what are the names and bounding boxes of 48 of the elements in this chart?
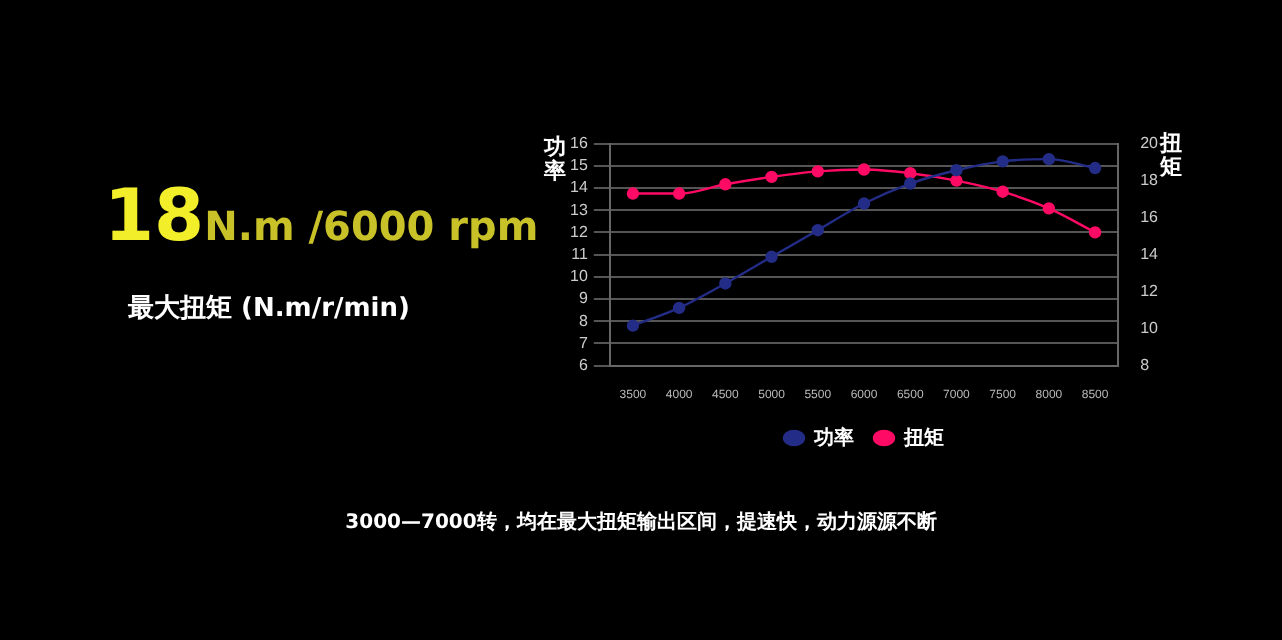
- y-tick-label: 12: [569, 222, 589, 241]
- point: [1088, 226, 1102, 239]
- point: [1042, 152, 1056, 166]
- y-tick-label: 10: [569, 267, 589, 286]
- y-tick-label: 14: [569, 178, 589, 197]
- y2-tick-label: 16: [1140, 208, 1160, 227]
- point: [1042, 202, 1056, 215]
- point: [904, 167, 917, 180]
- y-tick-label: 11: [571, 245, 589, 264]
- text: N.m /6000 rpm: [204, 202, 539, 250]
- point: [996, 155, 1009, 168]
- text: 3000—7000转，均在最大扭矩输出区间，提速快，动力源源不断: [343, 509, 939, 536]
- y2-tick-label: 14: [1140, 245, 1160, 264]
- point: [765, 250, 778, 264]
- point: [904, 177, 917, 190]
- point: [626, 187, 640, 200]
- y-tick-label: 6: [578, 356, 589, 375]
- y-tick-label: 15: [569, 156, 589, 175]
- point: [1088, 161, 1102, 175]
- point: [672, 301, 686, 315]
- y2-tick-label: 18: [1140, 171, 1160, 190]
- legend-label: 扭矩: [902, 425, 944, 450]
- y2-tick-label: 12: [1140, 282, 1160, 301]
- text: 18: [104, 176, 205, 258]
- point: [765, 170, 778, 184]
- point: [857, 163, 871, 176]
- point: [719, 178, 732, 191]
- y-tick-label: 9: [578, 289, 589, 308]
- y2-tick-label: 8: [1140, 356, 1151, 375]
- y2-axis-title: 扭矩: [1160, 130, 1184, 180]
- point: [857, 197, 871, 210]
- y-tick-label: 13: [569, 200, 589, 219]
- point: [811, 223, 824, 237]
- y-tick-label: 8: [578, 311, 589, 330]
- y2-tick-label: 20: [1140, 134, 1160, 153]
- point: [811, 165, 824, 178]
- y-tick-label: 7: [578, 333, 589, 352]
- point: [950, 174, 963, 187]
- point: [672, 187, 686, 200]
- y-tick-label: 16: [569, 134, 589, 153]
- text: 最大扭矩 (N.m/r/min): [128, 292, 410, 326]
- point: [626, 319, 640, 332]
- legend-label: 功率: [812, 425, 854, 450]
- y2-tick-label: 10: [1140, 319, 1160, 338]
- point: [950, 164, 963, 177]
- point: [996, 185, 1009, 198]
- point: [719, 277, 732, 290]
- y-axis-title: 功率: [544, 134, 568, 184]
